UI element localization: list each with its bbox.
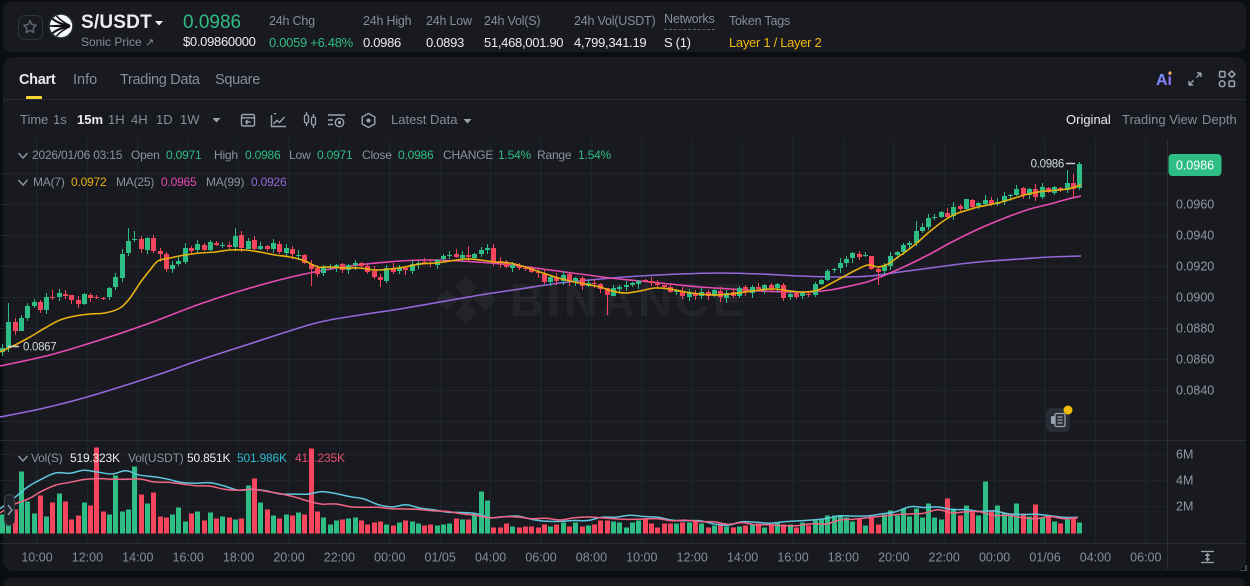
svg-text:4M: 4M xyxy=(1176,474,1193,488)
svg-text:16:00: 16:00 xyxy=(777,551,808,565)
svg-text:20:00: 20:00 xyxy=(273,551,304,565)
svg-text:00:00: 00:00 xyxy=(979,551,1010,565)
svg-text:14:00: 14:00 xyxy=(727,551,758,565)
svg-text:0.0986: 0.0986 xyxy=(1031,159,1064,171)
svg-text:22:00: 22:00 xyxy=(929,551,960,565)
svg-text:20:00: 20:00 xyxy=(878,551,909,565)
svg-text:22:00: 22:00 xyxy=(324,551,355,565)
svg-text:0.0900: 0.0900 xyxy=(1176,291,1214,305)
svg-text:18:00: 18:00 xyxy=(828,551,859,565)
svg-text:0.0960: 0.0960 xyxy=(1176,198,1214,212)
svg-text:18:00: 18:00 xyxy=(223,551,254,565)
svg-text:14:00: 14:00 xyxy=(122,551,153,565)
svg-text:0.0940: 0.0940 xyxy=(1176,229,1214,243)
svg-text:6M: 6M xyxy=(1176,448,1193,462)
svg-text:0.0840: 0.0840 xyxy=(1176,384,1214,398)
svg-text:0.0867: 0.0867 xyxy=(23,342,56,354)
svg-text:0.0860: 0.0860 xyxy=(1176,353,1214,367)
svg-text:12:00: 12:00 xyxy=(677,551,708,565)
svg-text:00:00: 00:00 xyxy=(374,551,405,565)
svg-text:Ai: Ai xyxy=(1156,72,1172,89)
svg-text:06:00: 06:00 xyxy=(1130,551,1161,565)
svg-text:08:00: 08:00 xyxy=(576,551,607,565)
svg-text:10:00: 10:00 xyxy=(21,551,52,565)
svg-text:01/05: 01/05 xyxy=(425,551,456,565)
svg-text:04:00: 04:00 xyxy=(1080,551,1111,565)
svg-text:2M: 2M xyxy=(1176,500,1193,514)
svg-text:10:00: 10:00 xyxy=(626,551,657,565)
svg-text:01/06: 01/06 xyxy=(1029,551,1060,565)
svg-text:0.0986: 0.0986 xyxy=(1176,159,1214,173)
svg-text:06:00: 06:00 xyxy=(525,551,556,565)
svg-text:04:00: 04:00 xyxy=(475,551,506,565)
svg-text:0.0920: 0.0920 xyxy=(1176,260,1214,274)
svg-text:12:00: 12:00 xyxy=(72,551,103,565)
svg-text:16:00: 16:00 xyxy=(173,551,204,565)
svg-text:0.0880: 0.0880 xyxy=(1176,322,1214,336)
